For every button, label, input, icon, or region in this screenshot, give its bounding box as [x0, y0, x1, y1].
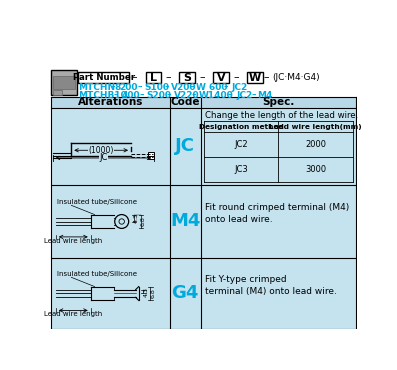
- Bar: [247, 72, 263, 83]
- Text: JC2: JC2: [234, 140, 248, 149]
- Text: (1000): (1000): [89, 146, 114, 155]
- Text: –: –: [252, 91, 256, 100]
- Text: –: –: [111, 83, 116, 92]
- Bar: [148, 155, 154, 159]
- Text: M4: M4: [257, 91, 273, 100]
- Bar: [213, 72, 229, 83]
- Text: Insulated tube/Silicone: Insulated tube/Silicone: [58, 199, 137, 205]
- Text: Designation method: Designation method: [198, 124, 283, 130]
- Text: –: –: [199, 73, 205, 83]
- Bar: [51, 108, 356, 185]
- Text: Lead wire length: Lead wire length: [44, 311, 102, 317]
- Text: –: –: [233, 73, 239, 83]
- Text: –: –: [264, 73, 270, 83]
- Text: S200: S200: [146, 91, 172, 100]
- Text: 4.3: 4.3: [143, 287, 148, 297]
- Text: 6.8: 6.8: [150, 289, 155, 298]
- Text: 200: 200: [119, 83, 138, 92]
- Text: –: –: [166, 73, 171, 83]
- Text: S: S: [183, 73, 191, 83]
- Text: M4: M4: [170, 212, 200, 231]
- Text: W: W: [249, 73, 261, 83]
- Text: (JC·M4·G4): (JC·M4·G4): [272, 73, 320, 82]
- Text: –: –: [139, 91, 144, 100]
- Text: L: L: [150, 73, 157, 83]
- Text: 6.8: 6.8: [141, 216, 146, 226]
- Bar: [78, 72, 129, 83]
- Text: MTCHN8: MTCHN8: [78, 83, 121, 92]
- Bar: [53, 76, 75, 89]
- Text: 3000: 3000: [305, 165, 326, 174]
- Text: –: –: [131, 73, 137, 83]
- Bar: [148, 152, 154, 156]
- Bar: [146, 72, 161, 83]
- Text: Part Number: Part Number: [73, 73, 135, 82]
- Text: 4.3: 4.3: [134, 213, 139, 223]
- Text: V200: V200: [171, 83, 197, 92]
- Text: Change the length of the lead wire.: Change the length of the lead wire.: [205, 111, 358, 120]
- Text: Lead wire length: Lead wire length: [44, 238, 102, 244]
- Text: Alterations: Alterations: [78, 97, 143, 107]
- Text: –: –: [228, 91, 232, 100]
- Text: JC: JC: [175, 137, 195, 155]
- Text: Fit round crimped terminal (M4)
onto lead wire.: Fit round crimped terminal (M4) onto lea…: [205, 204, 350, 224]
- Bar: [51, 258, 356, 329]
- Text: JC: JC: [99, 154, 108, 162]
- Bar: [53, 90, 62, 95]
- Text: –: –: [137, 83, 142, 92]
- Text: V220: V220: [173, 91, 199, 100]
- Text: 2000: 2000: [305, 140, 326, 149]
- Text: JC2: JC2: [236, 91, 252, 100]
- Text: Fit Y-type crimped
terminal (M4) onto lead wire.: Fit Y-type crimped terminal (M4) onto le…: [205, 275, 337, 296]
- Bar: [51, 97, 356, 108]
- Bar: [179, 72, 195, 83]
- Text: S100: S100: [144, 83, 169, 92]
- Text: Insulated tube/Silicone: Insulated tube/Silicone: [58, 270, 137, 276]
- Text: –: –: [113, 91, 118, 100]
- Text: 400: 400: [122, 91, 140, 100]
- Text: MTCHB10: MTCHB10: [78, 91, 127, 100]
- Bar: [51, 70, 77, 95]
- Text: G4: G4: [172, 285, 199, 303]
- Text: W1400: W1400: [198, 91, 233, 100]
- Text: –: –: [191, 91, 196, 100]
- Text: JC3: JC3: [234, 165, 248, 174]
- Text: W 600: W 600: [196, 83, 227, 92]
- Text: Spec.: Spec.: [262, 97, 295, 107]
- Text: –: –: [224, 83, 229, 92]
- Bar: [51, 185, 356, 258]
- Text: JC2: JC2: [231, 83, 247, 92]
- Text: Lead wire length(mm): Lead wire length(mm): [269, 124, 362, 130]
- Text: –: –: [164, 83, 169, 92]
- Text: V: V: [217, 73, 225, 83]
- Text: –: –: [167, 91, 171, 100]
- Text: Code: Code: [170, 97, 200, 107]
- Text: –: –: [189, 83, 194, 92]
